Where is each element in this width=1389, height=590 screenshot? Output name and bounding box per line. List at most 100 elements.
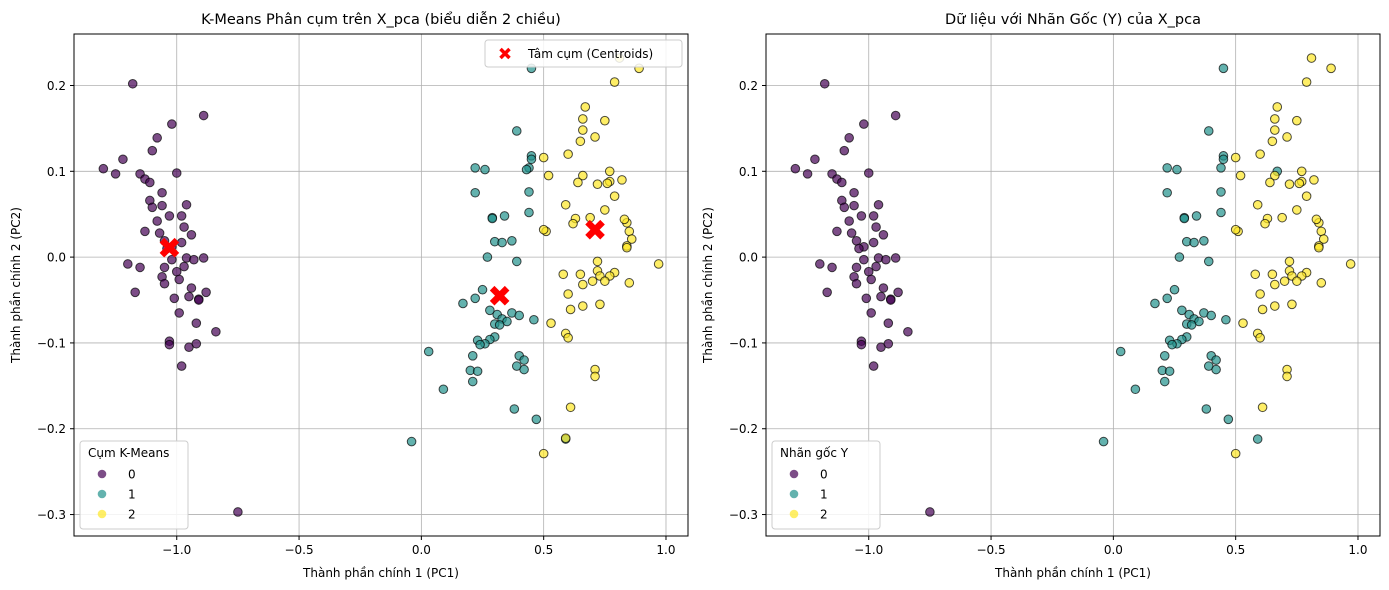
data-point-cluster-2 bbox=[1255, 332, 1265, 343]
data-point-cluster-2 bbox=[1265, 177, 1275, 188]
data-point-cluster-2 bbox=[622, 242, 632, 253]
data-point-cluster-0 bbox=[837, 177, 847, 188]
x-tick-label: −1.0 bbox=[162, 543, 191, 557]
data-point-cluster-0 bbox=[881, 254, 891, 265]
data-point-cluster-0 bbox=[191, 338, 202, 349]
data-point-cluster-2 bbox=[590, 132, 600, 142]
data-point-cluster-2 bbox=[578, 125, 588, 135]
y-tick-label: 0.0 bbox=[47, 251, 66, 265]
data-point-cluster-1 bbox=[438, 384, 449, 395]
data-point-cluster-1 bbox=[472, 366, 483, 377]
x-tick-label: 1.0 bbox=[656, 543, 675, 557]
data-point-cluster-0 bbox=[189, 254, 199, 265]
data-point-cluster-1 bbox=[470, 293, 480, 304]
data-point-cluster-1 bbox=[1130, 384, 1141, 395]
data-point-cluster-2 bbox=[1272, 102, 1283, 112]
data-point-cluster-0 bbox=[819, 78, 830, 89]
data-point-cluster-0 bbox=[903, 326, 913, 337]
data-point-cluster-2 bbox=[1257, 304, 1268, 315]
data-point-cluster-2 bbox=[563, 289, 573, 299]
y-tick-label: −0.3 bbox=[729, 508, 758, 522]
legend-marker-1 bbox=[789, 489, 799, 499]
data-point-cluster-1 bbox=[497, 237, 507, 248]
data-point-cluster-1 bbox=[1162, 187, 1172, 198]
data-point-cluster-0 bbox=[876, 291, 886, 302]
data-point-cluster-2 bbox=[1292, 115, 1302, 126]
data-point-cluster-1 bbox=[480, 164, 490, 175]
data-point-cluster-2 bbox=[1260, 218, 1270, 229]
data-point-cluster-2 bbox=[1230, 152, 1241, 163]
data-point-cluster-1 bbox=[1177, 305, 1187, 316]
data-point-cluster-0 bbox=[871, 261, 881, 272]
data-point-cluster-1 bbox=[1169, 284, 1180, 295]
data-point-cluster-0 bbox=[890, 253, 901, 263]
y-tick-label: −0.2 bbox=[37, 422, 66, 436]
data-point-cluster-0 bbox=[191, 318, 202, 328]
data-point-cluster-0 bbox=[211, 326, 221, 337]
data-point-cluster-2 bbox=[1270, 301, 1280, 311]
data-point-cluster-1 bbox=[1216, 163, 1226, 173]
data-point-cluster-1 bbox=[1162, 293, 1172, 304]
chart-panel-2: −1.0 −0.5 0.0 0.5 1.0 −0.3 −0.2 −0.1 0.0 0.1 0.2 Dữ… bbox=[701, 11, 1381, 580]
data-point-cluster-1 bbox=[521, 164, 532, 175]
legend-label: 0 bbox=[128, 468, 136, 482]
x-tick-label: 0.0 bbox=[1104, 543, 1123, 557]
data-point-cluster-2 bbox=[595, 299, 605, 310]
data-point-cluster-2 bbox=[624, 278, 635, 288]
data-point-cluster-0 bbox=[127, 78, 138, 89]
data-point-cluster-2 bbox=[573, 177, 583, 188]
data-point-cluster-1 bbox=[1159, 350, 1170, 361]
legend-box bbox=[79, 440, 189, 530]
data-point-cluster-0 bbox=[147, 202, 158, 213]
legend-marker-0 bbox=[789, 469, 799, 479]
y-tick-label: −0.1 bbox=[729, 336, 758, 350]
legend-marker-2 bbox=[97, 509, 107, 519]
data-point-cluster-2 bbox=[1267, 136, 1278, 147]
x-axis-label: Thành phần chính 1 (PC1) bbox=[302, 566, 459, 580]
legend-marker-1 bbox=[97, 489, 107, 499]
centroid-legend-marker bbox=[499, 47, 511, 60]
data-point-cluster-0 bbox=[159, 278, 170, 289]
data-point-cluster-2 bbox=[538, 448, 549, 459]
data-point-cluster-1 bbox=[470, 187, 480, 198]
data-point-cluster-0 bbox=[883, 338, 894, 349]
data-point-cluster-0 bbox=[176, 361, 187, 371]
legend-label: 2 bbox=[820, 508, 828, 522]
data-point-cluster-2 bbox=[575, 269, 586, 280]
data-point-cluster-2 bbox=[1257, 402, 1268, 413]
legend-title: Nhãn gốc Y bbox=[780, 446, 849, 460]
data-point-cluster-2 bbox=[1301, 191, 1312, 201]
data-point-cluster-0 bbox=[859, 254, 869, 265]
data-point-cluster-1 bbox=[1167, 339, 1177, 350]
data-point-cluster-1 bbox=[1098, 436, 1109, 447]
data-point-cluster-0 bbox=[135, 262, 145, 273]
legend-label: 2 bbox=[128, 508, 136, 522]
data-point-cluster-0 bbox=[890, 110, 901, 121]
data-point-cluster-2 bbox=[1326, 63, 1336, 74]
data-point-cluster-0 bbox=[201, 287, 211, 298]
data-point-cluster-2 bbox=[578, 279, 588, 290]
data-point-cluster-2 bbox=[1306, 53, 1317, 63]
data-point-cluster-1 bbox=[511, 256, 522, 267]
data-point-cluster-0 bbox=[147, 145, 158, 156]
data-point-cluster-2 bbox=[600, 205, 610, 215]
data-point-cluster-0 bbox=[844, 133, 854, 143]
data-point-cluster-2 bbox=[1255, 149, 1265, 159]
y-tick-label: 0.2 bbox=[739, 79, 758, 93]
data-point-cluster-0 bbox=[856, 339, 867, 350]
data-point-cluster-0 bbox=[123, 259, 133, 269]
data-point-cluster-0 bbox=[822, 287, 832, 298]
data-point-cluster-2 bbox=[543, 170, 554, 181]
data-point-cluster-1 bbox=[1216, 207, 1226, 218]
data-point-cluster-1 bbox=[423, 346, 434, 357]
data-point-cluster-2 bbox=[1287, 299, 1297, 310]
y-tick-label: −0.1 bbox=[37, 336, 66, 350]
data-point-cluster-0 bbox=[154, 228, 165, 238]
data-point-cluster-1 bbox=[1218, 63, 1229, 74]
x-tick-label: 0.5 bbox=[534, 543, 553, 557]
data-point-cluster-0 bbox=[827, 262, 837, 273]
data-point-cluster-0 bbox=[98, 163, 109, 174]
data-point-cluster-0 bbox=[851, 278, 862, 289]
data-point-cluster-2 bbox=[600, 276, 610, 286]
data-point-cluster-2 bbox=[1292, 276, 1302, 286]
